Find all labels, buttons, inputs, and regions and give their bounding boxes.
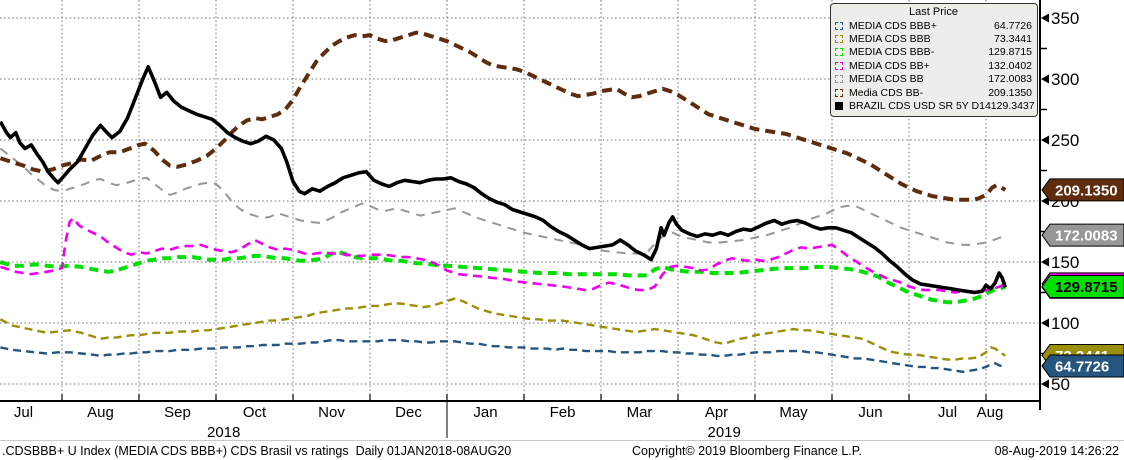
line-media-cds-bbb [0, 250, 1007, 305]
legend-series-value: 132.0402 [988, 59, 1032, 72]
legend-row[interactable]: MEDIA CDS BBB+ 64.7726 [835, 19, 1032, 32]
legend-swatch-icon [835, 75, 843, 84]
price-tag-value: 64.7726 [1055, 358, 1109, 375]
legend-row[interactable]: BRAZIL CDS USD SR 5Y D14 129.3437 [835, 99, 1035, 113]
month-label: Jun [858, 404, 882, 421]
legend-series-name: MEDIA CDS BB+ [849, 59, 930, 72]
legend-row[interactable]: MEDIA CDS BB 172.0083 [835, 73, 1032, 86]
legend-rows: MEDIA CDS BBB+ 64.7726 MEDIA CDS BBB 73.344… [835, 19, 1035, 113]
month-label: May [779, 404, 808, 421]
month-label: Jan [473, 404, 497, 421]
legend-series-value: 209.1350 [988, 86, 1032, 99]
price-tag-media-cds-bbb[interactable] [1041, 354, 1124, 378]
y-tick-arrow-icon [1041, 74, 1049, 84]
timestamp: 08-Aug-2019 14:26:22 [994, 444, 1119, 458]
legend-swatch-icon [835, 61, 843, 70]
legend-series-value: 129.8715 [988, 46, 1032, 59]
legend-series-name: MEDIA CDS BBB [849, 33, 931, 46]
month-label: Nov [318, 404, 345, 421]
legend-row[interactable]: MEDIA CDS BBB 73.3441 [835, 32, 1032, 45]
line-media-cds-bb [0, 30, 1007, 202]
legend-series-name: Media CDS BB- [849, 86, 924, 99]
y-tick-arrow-icon [1041, 135, 1049, 145]
legend-series-name: MEDIA CDS BBB- [849, 46, 935, 59]
legend-series-name: MEDIA CDS BB [849, 73, 924, 86]
year-label: 2019 [708, 424, 741, 440]
line-media-cds-bb [0, 216, 1006, 294]
line-brazil-cds-usd-sr-5y-d14 [0, 65, 1008, 295]
legend-row[interactable]: MEDIA CDS BBB- 129.8715 [835, 46, 1032, 59]
y-axis-label: 100 [1051, 314, 1079, 333]
price-tag-media-cds-bbb[interactable] [1041, 275, 1124, 299]
y-axis-label: 250 [1051, 131, 1079, 150]
y-axis-label: 150 [1051, 253, 1079, 272]
status-bar: .CDSBBB+ U Index (MEDIA CDS BBB+) CDS Br… [0, 440, 1124, 460]
month-label: Mar [627, 404, 653, 421]
y-axis-line [1039, 0, 1041, 410]
legend-swatch-icon [835, 21, 843, 30]
y-tick-arrow-icon [1041, 196, 1049, 206]
y-tick-arrow-icon [1041, 13, 1049, 23]
y-tick-arrow-icon [1041, 318, 1049, 328]
year-label: 2018 [207, 424, 240, 440]
legend-series-name: BRAZIL CDS USD SR 5Y D14 [849, 100, 991, 113]
legend-title: Last Price [909, 6, 958, 18]
month-label: Apr [705, 404, 728, 421]
legend-swatch-icon [835, 48, 843, 57]
copyright-text: Copyright© 2019 Bloomberg Finance L.P. [632, 444, 862, 458]
x-axis-line [0, 400, 1041, 402]
month-label: Aug [977, 404, 1004, 421]
month-label: Oct [243, 404, 267, 421]
month-label: Aug [87, 404, 114, 421]
month-label: Jul [14, 404, 33, 421]
price-tag-media-cds-bb[interactable] [1041, 178, 1124, 202]
legend-series-value: 129.3437 [990, 100, 1035, 113]
month-label: Feb [550, 404, 576, 421]
price-tags: 209.1350172.008373.344164.7726132.040212… [1041, 178, 1124, 378]
line-media-cds-bbb [0, 338, 1006, 373]
price-tag-value: 172.0083 [1055, 228, 1118, 245]
price-tag-value: 209.1350 [1055, 182, 1118, 199]
price-tag-value: 129.8715 [1055, 279, 1118, 296]
line-media-cds-bb [0, 147, 1006, 255]
y-tick-arrow-icon [1041, 257, 1049, 267]
y-axis-label: 350 [1051, 9, 1079, 28]
month-label: Jul [938, 404, 957, 421]
month-label: Dec [395, 404, 422, 421]
legend-box: Last Price MEDIA CDS BBB+ 64.7726 MEDIA CD… [830, 3, 1038, 117]
series-lines [0, 30, 1008, 373]
legend-series-value: 172.0083 [988, 73, 1032, 86]
legend-series-value: 64.7726 [994, 19, 1032, 32]
legend-row[interactable]: Media CDS BB- 209.1350 [835, 86, 1032, 99]
legend-series-value: 73.3441 [994, 33, 1032, 46]
gridlines [0, 0, 1038, 400]
line-media-cds-bbb [0, 297, 1006, 361]
chart-description: .CDSBBB+ U Index (MEDIA CDS BBB+) CDS Br… [2, 444, 512, 458]
legend-swatch-icon [835, 35, 843, 44]
y-tick-arrow-icon [1041, 379, 1049, 389]
month-label: Sep [164, 404, 191, 421]
y-axis-label: 300 [1051, 70, 1079, 89]
legend-swatch-icon [835, 88, 843, 97]
y-axis-label: 50 [1051, 375, 1070, 394]
legend-row[interactable]: MEDIA CDS BB+ 132.0402 [835, 59, 1032, 72]
legend-swatch-icon [835, 102, 843, 111]
legend-series-name: MEDIA CDS BBB+ [849, 19, 937, 32]
price-tag-media-cds-bb[interactable] [1041, 223, 1124, 247]
x-axis-labels: Jul Aug Sep Oct Nov Dec Jan Feb Mar Apr May Jun Jul A… [14, 402, 1003, 440]
